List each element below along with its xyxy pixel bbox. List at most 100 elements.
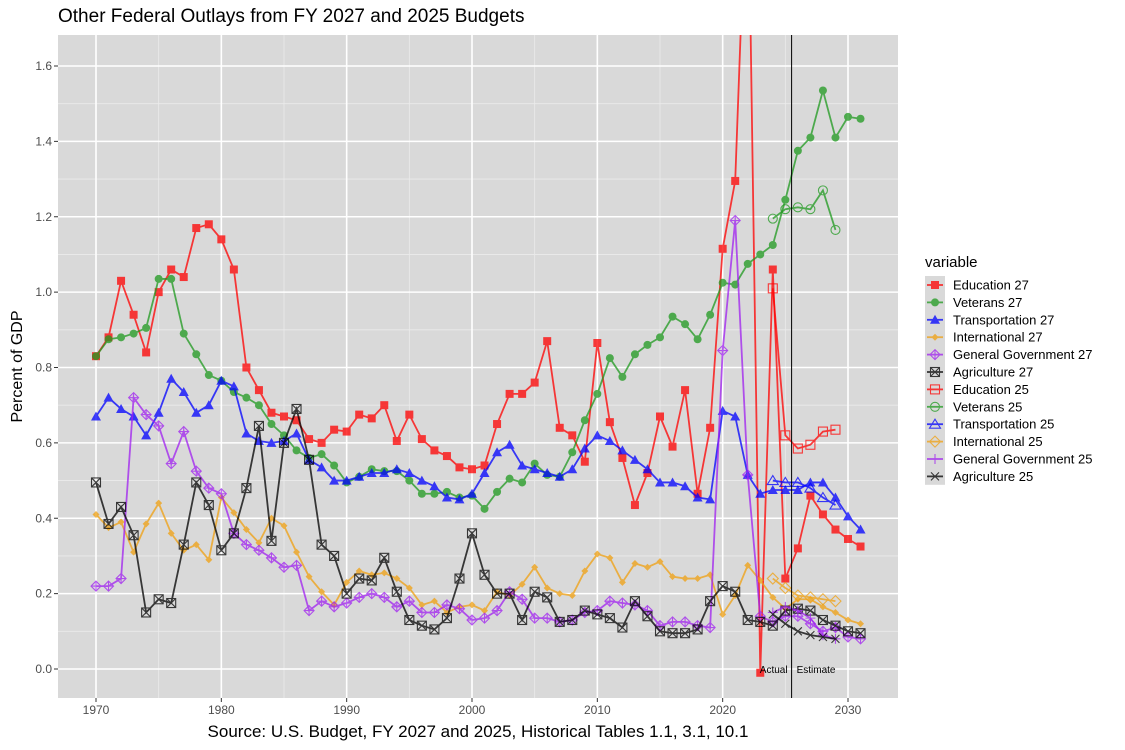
series-transportation-27 bbox=[91, 373, 866, 534]
plot-area bbox=[90, 35, 867, 677]
data-point bbox=[542, 592, 553, 603]
legend-marker bbox=[928, 435, 942, 448]
legend-marker bbox=[930, 472, 940, 481]
y-tick-label: 0.0 bbox=[35, 662, 52, 676]
data-point bbox=[654, 626, 666, 637]
data-point bbox=[669, 573, 677, 581]
data-point bbox=[618, 578, 626, 586]
data-point bbox=[706, 310, 715, 319]
data-point bbox=[855, 524, 866, 534]
data-point bbox=[393, 575, 401, 583]
data-point bbox=[291, 428, 302, 438]
data-point bbox=[292, 446, 301, 455]
data-point bbox=[178, 539, 189, 550]
data-point bbox=[153, 407, 164, 417]
data-point bbox=[843, 511, 853, 521]
data-point bbox=[103, 518, 114, 529]
data-point bbox=[178, 386, 189, 396]
data-point bbox=[806, 630, 815, 640]
data-point bbox=[543, 337, 552, 346]
data-point bbox=[354, 471, 365, 481]
data-point bbox=[266, 437, 277, 447]
data-point bbox=[290, 559, 303, 572]
data-point bbox=[215, 487, 228, 500]
data-point bbox=[341, 475, 352, 485]
data-point bbox=[817, 630, 828, 641]
data-point bbox=[493, 487, 502, 496]
data-point bbox=[92, 352, 100, 361]
data-point bbox=[417, 435, 426, 444]
data-point bbox=[190, 465, 203, 477]
legend-key bbox=[927, 472, 943, 481]
data-point bbox=[718, 244, 727, 253]
data-point bbox=[805, 613, 816, 624]
legend-key bbox=[927, 314, 943, 324]
data-point bbox=[693, 335, 702, 344]
data-point bbox=[441, 613, 452, 624]
data-point bbox=[353, 591, 365, 604]
data-point bbox=[656, 412, 664, 421]
data-point bbox=[367, 414, 376, 423]
data-point bbox=[818, 86, 827, 95]
data-point bbox=[818, 510, 827, 519]
data-point bbox=[355, 567, 363, 575]
data-point bbox=[128, 530, 139, 541]
legend-item: Transportation 25 bbox=[927, 417, 1054, 432]
data-point bbox=[479, 468, 490, 478]
data-point bbox=[117, 333, 126, 342]
data-point bbox=[791, 476, 805, 487]
legend-item: Veterans 25 bbox=[927, 399, 1022, 414]
data-point bbox=[466, 528, 478, 539]
data-point bbox=[791, 589, 805, 602]
data-point bbox=[240, 538, 253, 551]
data-point bbox=[280, 522, 288, 530]
data-point bbox=[117, 518, 125, 526]
data-point bbox=[305, 573, 313, 581]
data-point bbox=[429, 481, 440, 491]
legend-key bbox=[927, 384, 943, 395]
data-point bbox=[228, 528, 239, 539]
data-point bbox=[543, 584, 551, 592]
data-point bbox=[330, 461, 339, 470]
data-point bbox=[718, 278, 727, 287]
data-point bbox=[579, 605, 590, 616]
data-point bbox=[92, 510, 100, 518]
data-point bbox=[767, 484, 778, 494]
data-point bbox=[177, 425, 190, 438]
data-point bbox=[517, 614, 528, 626]
data-point bbox=[529, 586, 540, 597]
data-point bbox=[166, 597, 177, 609]
data-point bbox=[165, 457, 177, 470]
legend-label: Agriculture 25 bbox=[953, 469, 1033, 484]
data-point bbox=[766, 572, 780, 585]
data-point bbox=[781, 574, 790, 583]
data-point bbox=[216, 545, 227, 556]
data-point bbox=[744, 561, 752, 569]
data-point bbox=[642, 611, 653, 622]
data-point bbox=[191, 407, 202, 417]
data-point bbox=[505, 389, 514, 398]
data-point bbox=[579, 443, 590, 453]
data-point bbox=[828, 499, 842, 510]
data-point bbox=[593, 339, 602, 348]
legend-item: International 25 bbox=[927, 434, 1043, 449]
legend-key bbox=[927, 435, 943, 448]
data-point bbox=[241, 428, 252, 438]
data-point bbox=[805, 477, 816, 487]
legend-title: variable bbox=[925, 254, 978, 271]
data-point bbox=[405, 410, 414, 419]
data-point bbox=[817, 614, 828, 626]
data-point bbox=[780, 484, 791, 494]
data-point bbox=[216, 375, 227, 385]
data-point bbox=[793, 544, 802, 553]
data-point bbox=[481, 607, 489, 615]
legend: variable Education 27 Veterans 27 Transport… bbox=[925, 254, 1092, 485]
legend-item: Agriculture 27 bbox=[927, 365, 1033, 380]
data-point bbox=[442, 487, 451, 496]
data-point bbox=[166, 373, 177, 383]
data-point bbox=[857, 620, 865, 628]
data-point bbox=[141, 430, 152, 440]
data-point bbox=[731, 176, 740, 185]
legend-key bbox=[927, 333, 943, 341]
